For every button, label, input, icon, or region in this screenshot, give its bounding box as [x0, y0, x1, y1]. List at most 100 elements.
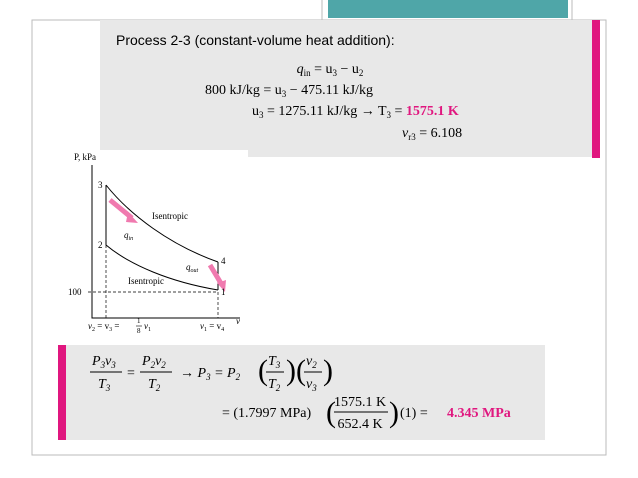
curve-label: Isentropic	[128, 276, 164, 286]
text-part: T	[268, 354, 277, 369]
fraction-part: 8	[137, 327, 141, 335]
pressure-label: 100	[68, 287, 82, 297]
paren: (	[258, 354, 268, 387]
numerator: P2v2	[141, 354, 166, 370]
text-part: 3	[333, 68, 338, 78]
x-axis-label: v	[236, 316, 240, 326]
text-part: 3	[259, 110, 264, 120]
paren: (	[326, 396, 336, 429]
result-equations: P3v3 T3 = P2v2 T2 → P3 = P2 ( T3 T2 )( v…	[90, 354, 511, 432]
heat-label: qin	[124, 230, 133, 242]
text-part: T	[148, 377, 157, 392]
accent-bar	[592, 20, 600, 158]
point-label: 3	[98, 180, 103, 190]
equation: 800 kJ/kg = u3 − 475.11 kJ/kg	[205, 83, 373, 99]
text-part: 3	[100, 360, 106, 370]
text-part: 1	[148, 327, 151, 333]
diagram-bg	[60, 150, 248, 340]
text-part: − 475.11 kJ/kg	[286, 83, 373, 98]
text-part: v	[306, 377, 313, 392]
text-part: in	[129, 236, 134, 242]
text-part: in	[304, 68, 312, 78]
process-title: Process 2-3 (constant-volume heat additi…	[116, 32, 395, 48]
text-part: 3	[110, 360, 116, 370]
text-part: − u	[337, 62, 359, 77]
text-part: 2	[156, 383, 161, 393]
text-part: 2	[276, 383, 281, 393]
text-part: = v	[95, 321, 110, 331]
paren: )	[323, 354, 333, 387]
equation: = (1.7997 MPa)	[222, 406, 312, 421]
text-part: out	[191, 268, 199, 274]
denominator: 652.4 K	[337, 417, 382, 432]
text-part: 2	[312, 360, 317, 370]
point-label: 1	[221, 287, 226, 297]
point-label: 4	[221, 256, 226, 266]
text-part: v	[144, 321, 148, 331]
answer: 4.345 MPa	[447, 406, 511, 421]
denominator: T3	[98, 377, 111, 393]
text-part: 800 kJ/kg = u	[205, 83, 282, 98]
text-part: 3	[205, 372, 211, 382]
heat-label: qout	[186, 262, 199, 274]
paren: )	[389, 396, 399, 429]
text-part: = 1275.11 kJ/kg → T	[264, 104, 387, 119]
equation: vr3 = 6.108	[402, 126, 462, 142]
equation: qin = u3 − u2	[297, 62, 364, 78]
text-part: v	[402, 126, 409, 141]
text-part: v	[306, 354, 313, 369]
text-part: 3	[275, 360, 281, 370]
text-part: 2	[161, 360, 166, 370]
equals: =	[127, 366, 135, 381]
volume-label: v1 = v4	[200, 321, 224, 333]
axes	[91, 165, 240, 319]
text-part: q	[297, 62, 304, 77]
text-part: 2	[236, 372, 241, 382]
text-part: u	[252, 104, 259, 119]
text-part: v	[200, 321, 204, 331]
text-part: v	[88, 321, 92, 331]
text-part: 3	[105, 383, 111, 393]
text-part: 4	[221, 327, 224, 333]
text-part: q	[186, 262, 191, 272]
text-part: 3	[282, 89, 287, 99]
text-part: 1575.1 K	[406, 104, 459, 119]
bottom-box	[58, 345, 545, 440]
text-part: 2	[151, 360, 156, 370]
top-box	[100, 20, 592, 157]
text-part: P	[91, 354, 101, 369]
text-part: = v	[207, 321, 222, 331]
pv-diagram: P, kPa v 3 2 4 1 100 Isentropic Isentrop…	[68, 152, 240, 335]
numerator: T3	[268, 354, 281, 370]
denominator: T2	[268, 377, 281, 393]
text-part: v	[155, 354, 162, 369]
text-part: = 6.108	[416, 126, 462, 141]
volume-label: v2 = v3 =	[88, 321, 119, 333]
text-part: =	[391, 104, 406, 119]
paren: )(	[286, 354, 306, 387]
accent-bar	[58, 345, 66, 440]
text-part: 1	[204, 327, 207, 333]
text-part: = u	[311, 62, 333, 77]
denominator: v3	[306, 377, 317, 393]
text-part: 2	[92, 327, 95, 333]
fraction-part: 1	[137, 317, 141, 325]
equation: → P3 = P2	[180, 366, 241, 382]
text-part: → P	[180, 366, 207, 381]
text-part: 3	[387, 110, 392, 120]
numerator: 1575.1 K	[334, 395, 386, 410]
text-part: 2	[359, 68, 364, 78]
equation: (1) =	[400, 406, 428, 421]
text-part: 3	[311, 383, 317, 393]
text-part: v	[105, 354, 112, 369]
equation: u3 = 1275.11 kJ/kg → T3 = 1575.1 K	[252, 104, 459, 120]
volume-label: v1	[144, 321, 151, 333]
text-part: P	[141, 354, 151, 369]
y-axis-label: P, kPa	[74, 152, 96, 162]
curve-label: Isentropic	[152, 211, 188, 221]
point-label: 2	[98, 240, 103, 250]
numerator: v2	[306, 354, 317, 370]
header-tab	[328, 0, 568, 18]
